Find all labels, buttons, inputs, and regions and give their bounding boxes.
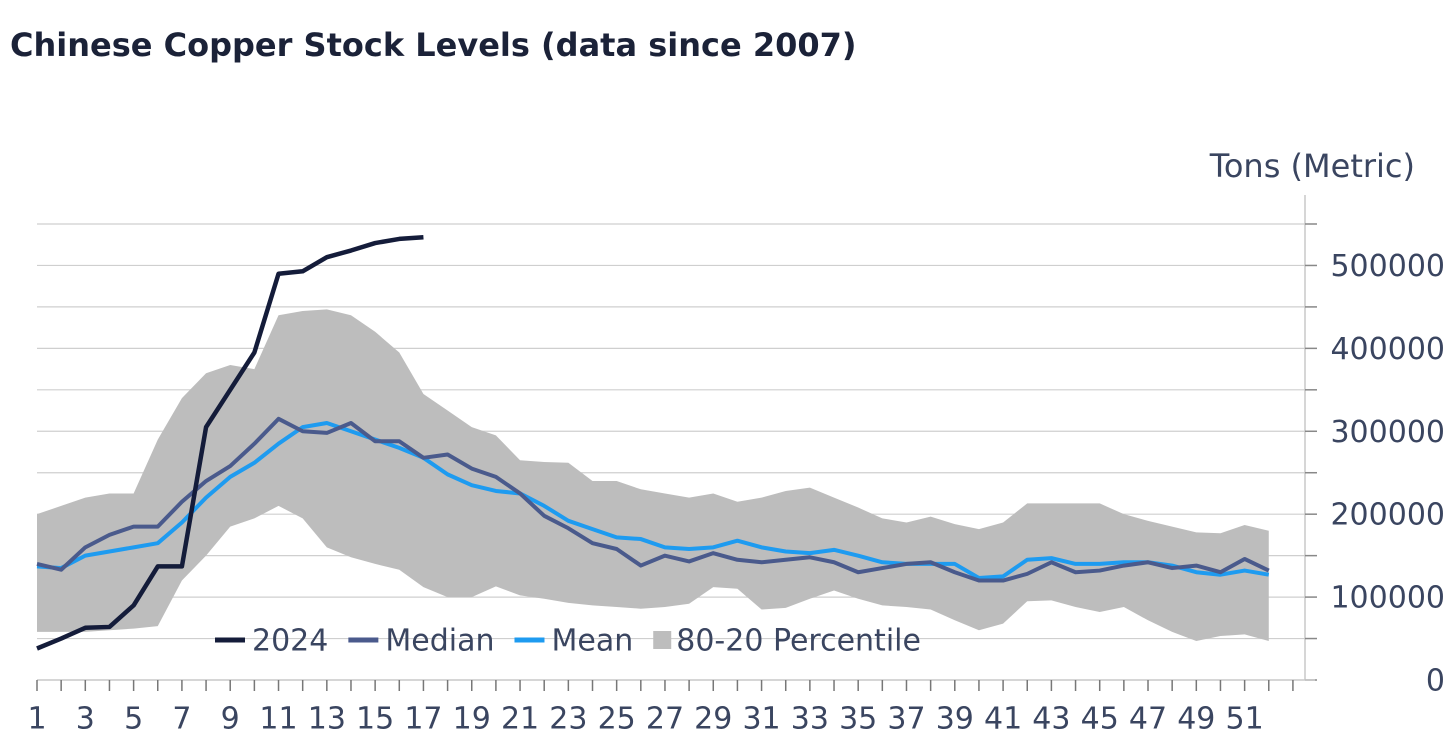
x-tick-label: 17 [404,702,442,737]
y-tick-label: 500000 [1330,249,1445,284]
x-tick-label: 37 [887,702,925,737]
x-tick-label: 43 [1032,702,1070,737]
x-tick-label: 39 [936,702,974,737]
x-tick-label: 25 [598,702,636,737]
x-tick-label: 41 [984,702,1022,737]
x-tick-label: 13 [308,702,346,737]
series-line [36,416,1270,583]
x-tick-label: 7 [172,702,191,737]
y-tick-label: 100000 [1330,581,1445,616]
series-line [36,235,424,651]
x-tick-label: 47 [1129,702,1167,737]
legend-label: Mean [551,624,633,659]
x-tick-label: 19 [453,702,491,737]
x-tick-label: 49 [1177,702,1215,737]
series-line [36,420,1270,581]
legend-label: Median [385,624,494,659]
x-tick-label: 11 [259,702,297,737]
chart-title: Chinese Copper Stock Levels (data since … [10,26,857,64]
x-tick-label: 21 [501,702,539,737]
x-tick-label: 33 [791,702,829,737]
x-tick-label: 15 [356,702,394,737]
y-tick-label: 400000 [1330,332,1445,367]
y-tick-label: 300000 [1330,415,1445,450]
x-tick-label: 35 [839,702,877,737]
x-tick-label: 23 [549,702,587,737]
y-tick-label: 0 [1426,664,1445,699]
y-axis-label: Tons (Metric) [1209,147,1415,185]
x-tick-label: 27 [646,702,684,737]
legend-label: 2024 [252,624,328,659]
x-tick-label: 3 [76,702,95,737]
percentile-band [37,309,1269,642]
x-tick-label: 1 [27,702,46,737]
x-tick-label: 9 [221,702,240,737]
x-tick-label: 31 [742,702,780,737]
x-tick-label: 51 [1226,702,1264,737]
legend-swatch [653,631,672,649]
x-tick-label: 29 [694,702,732,737]
x-tick-label: 45 [1081,702,1119,737]
x-tick-label: 5 [124,702,143,737]
y-tick-label: 200000 [1330,498,1445,533]
legend-label: 80-20 Percentile [676,624,921,659]
